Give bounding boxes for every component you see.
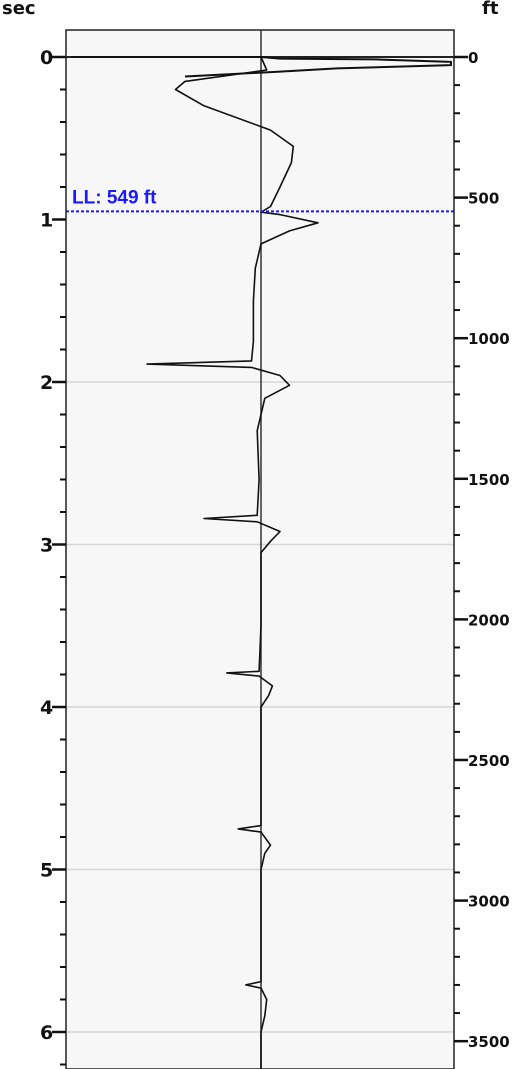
right-axis-feet: ft 0 500 1000 1500 2000 2500 3000 3500 xyxy=(454,0,510,1051)
left-tick-label: 2 xyxy=(40,372,53,394)
gridlines xyxy=(66,381,454,1033)
right-tick-label: 1500 xyxy=(468,471,510,489)
trace-line-first-arrival xyxy=(71,56,452,78)
right-tick-label: 3000 xyxy=(468,893,510,911)
left-tick-label: 1 xyxy=(40,210,53,232)
plot-frame xyxy=(65,29,455,1069)
left-tick-label: 5 xyxy=(40,860,53,882)
right-tick-label: 1000 xyxy=(468,330,510,348)
plot-background xyxy=(66,30,454,1069)
right-axis-unit: ft xyxy=(482,0,499,19)
left-axis-seconds: sec 0 1 2 3 4 5 6 xyxy=(2,0,66,1066)
trace-line-trace xyxy=(146,56,319,1069)
right-tick-label: 3500 xyxy=(468,1033,510,1051)
right-tick-label: 2500 xyxy=(468,752,510,770)
ll-marker: LL: 549 ft xyxy=(66,187,454,213)
trace-series xyxy=(71,56,452,1069)
left-axis-unit: sec xyxy=(2,0,36,19)
left-tick-label: 3 xyxy=(40,535,53,557)
ll-marker-label: LL: 549 ft xyxy=(72,187,157,208)
left-tick-label: 4 xyxy=(40,697,53,719)
right-tick-label: 0 xyxy=(468,49,478,67)
right-tick-label: 500 xyxy=(468,190,499,208)
left-tick-label: 6 xyxy=(40,1022,53,1044)
left-tick-label: 0 xyxy=(40,47,53,69)
right-tick-label: 2000 xyxy=(468,611,510,629)
